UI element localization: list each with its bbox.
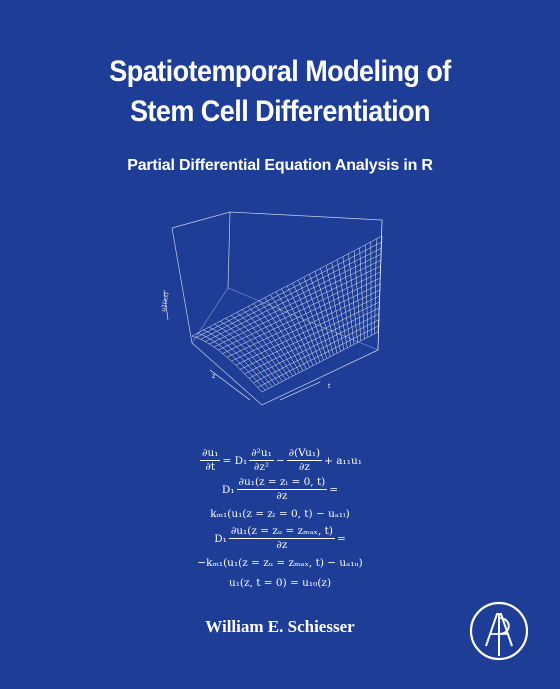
- author-name: William E. Schiesser: [205, 617, 355, 636]
- title-line-2: Stem Cell Differentiation: [129, 95, 431, 128]
- mesh-line: [292, 282, 324, 361]
- equation-bc-right: D₁ ∂u₁(z = zᵤ = zₘₐₓ, t) ∂z =: [214, 525, 346, 551]
- box-back-left: [171, 211, 383, 351]
- equations-block: ∂u₁ ∂t = D₁ ∂²u₁ ∂z² − ∂(Vu₁) ∂z + a₁₁u₁ D₁…: [130, 447, 430, 594]
- tick-t: t: [328, 383, 331, 390]
- mesh-line: [244, 307, 380, 375]
- mesh-line: [248, 313, 379, 379]
- book-title: Spatiotemporal Modeling of Stem Cell Dif…: [28, 52, 532, 132]
- mesh-line: [231, 289, 380, 362]
- plot-axis-label: u1(z,t) z t: [160, 292, 331, 390]
- title-line-1: Spatiotemporal Modeling of: [109, 55, 451, 88]
- mesh-line: [348, 253, 358, 343]
- mesh-line: [257, 325, 379, 388]
- tick-z: z: [212, 373, 215, 380]
- mesh-line: [239, 301, 380, 370]
- mesh-line: [222, 277, 381, 354]
- equation-bc-left: D₁ ∂u₁(z = zₗ = 0, t) ∂z =: [221, 476, 339, 502]
- plot-box: [171, 211, 383, 406]
- mesh-line: [213, 265, 381, 348]
- mesh-line: [196, 241, 382, 338]
- mesh-line: [235, 295, 380, 366]
- surface-plot: u1(z,t) z t: [160, 211, 383, 406]
- mesh-line: [320, 268, 341, 352]
- equation-pde: ∂u₁ ∂t = D₁ ∂²u₁ ∂z² − ∂(Vu₁) ∂z + a₁₁u₁: [200, 447, 362, 473]
- mesh-line: [209, 259, 382, 345]
- mesh-line: [226, 283, 381, 358]
- mesh-line: [261, 331, 379, 393]
- box-floor-back2: [191, 287, 229, 344]
- mesh-line: [204, 253, 382, 342]
- box-back-vertical: [227, 211, 231, 289]
- equation-ic: u₁(z, t = 0) = u₁₀(z): [228, 577, 332, 589]
- equation-bc-left-rhs: kₘ₁(u₁(z = zₗ = 0, t) − uₐ₁ₗ): [210, 508, 350, 520]
- surface-mesh: [191, 235, 383, 393]
- equation-bc-right-rhs: −kₘ₁(u₁(z = zᵤ = zₘₐₓ, t) − uₐ₁ᵤ): [197, 557, 363, 569]
- elsevier-ap-logo: [469, 601, 529, 661]
- axis-arrows: [163, 289, 321, 401]
- book-subtitle: Partial Differential Equation Analysis i…: [127, 157, 433, 174]
- mesh-line: [218, 271, 381, 351]
- mesh-line: [253, 319, 379, 384]
- mesh-line: [191, 235, 383, 337]
- box-floor: [191, 342, 379, 406]
- mesh-line: [200, 247, 382, 340]
- box-left-edge: [171, 227, 193, 344]
- axis-label-u1: u1(z,t): [160, 292, 170, 313]
- mesh-line: [331, 262, 348, 348]
